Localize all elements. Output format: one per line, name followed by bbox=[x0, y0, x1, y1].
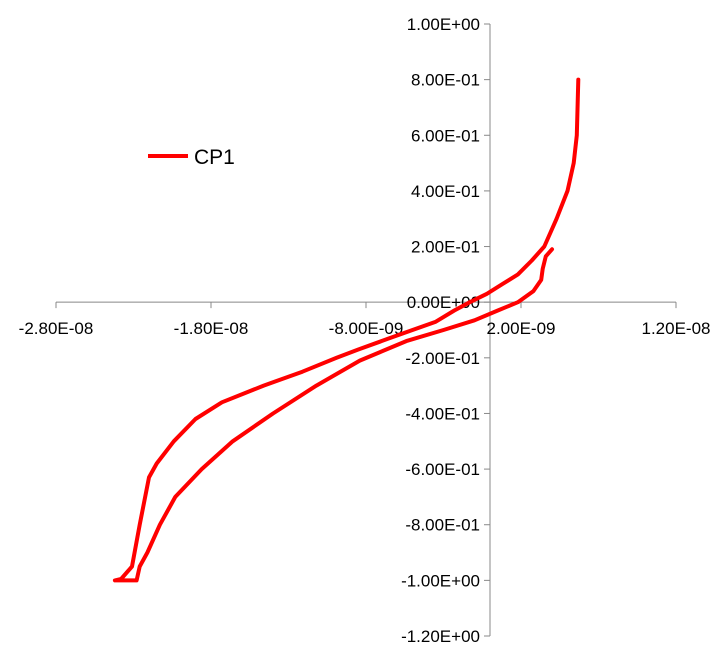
axes: -2.80E-08 -1.80E-08 -8.00E-09 2.00E-09 1.20E… bbox=[19, 15, 711, 646]
y-tick-label: 8.00E-01 bbox=[411, 71, 480, 90]
legend-label-cp1: CP1 bbox=[194, 146, 235, 169]
series-layer bbox=[112, 77, 581, 583]
y-tick-label: -6.00E-01 bbox=[405, 460, 480, 479]
legend: CP1 bbox=[148, 146, 235, 169]
x-tick-label: -8.00E-09 bbox=[329, 319, 404, 338]
x-tick-label: -2.80E-08 bbox=[19, 319, 94, 338]
y-tick-label: 1.00E+00 bbox=[407, 15, 480, 34]
y-tick-label: 6.00E-01 bbox=[411, 126, 480, 145]
y-tick-label: -1.20E+00 bbox=[401, 627, 480, 646]
y-tick-label: -8.00E-01 bbox=[405, 516, 480, 535]
x-tick-label: -1.80E-08 bbox=[174, 319, 249, 338]
y-tick-label: -2.00E-01 bbox=[405, 349, 480, 368]
x-axis-ticks: -2.80E-08 -1.80E-08 -8.00E-09 2.00E-09 1.20E… bbox=[19, 302, 711, 338]
y-tick-label: -4.00E-01 bbox=[405, 404, 480, 423]
y-tick-label: 2.00E-01 bbox=[411, 238, 480, 257]
y-tick-label: 4.00E-01 bbox=[411, 182, 480, 201]
y-tick-label: -1.00E+00 bbox=[401, 571, 480, 590]
x-tick-label: 2.00E-09 bbox=[487, 319, 556, 338]
x-tick-label: 1.20E-08 bbox=[642, 319, 711, 338]
series-line-cp1 bbox=[112, 77, 581, 583]
